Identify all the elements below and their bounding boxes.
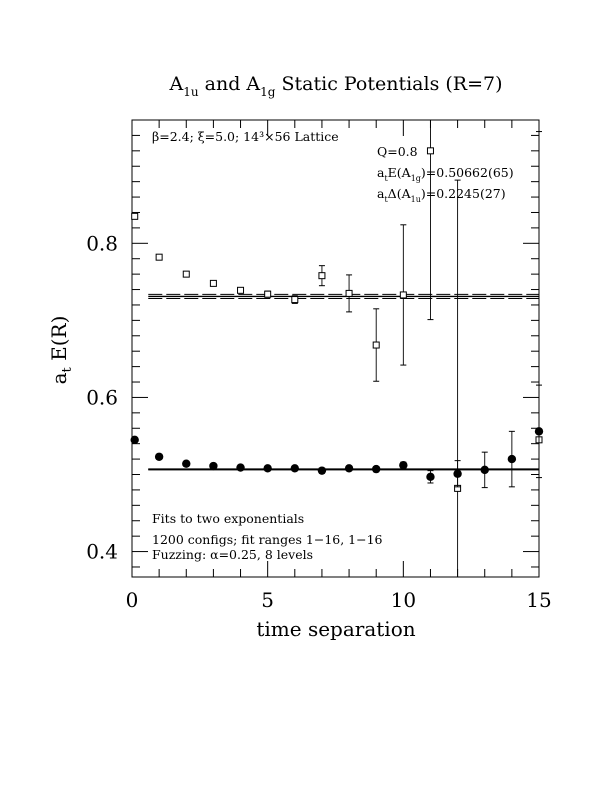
fuzzing-annotation: Fuzzing: α=0.25, 8 levels <box>152 547 313 562</box>
data-point <box>263 464 272 473</box>
configs-annotation: 1200 configs; fit ranges 1−16, 1−16 <box>152 532 383 547</box>
data-point <box>480 465 489 475</box>
y-tick-label: 0.4 <box>86 540 118 564</box>
series-a1g <box>130 384 544 489</box>
data-point <box>344 464 354 473</box>
data-point <box>399 461 408 470</box>
tick-labels: 0 5 10 15 0.4 0.6 0.8 <box>86 231 552 612</box>
data-point <box>237 286 245 294</box>
x-axis-label: time separation <box>256 617 415 641</box>
data-point <box>534 427 544 436</box>
data-point <box>318 272 326 280</box>
fits-annotation: Fits to two exponentials <box>152 511 304 526</box>
data-point <box>426 147 434 155</box>
data-point <box>290 464 299 473</box>
lattice-annotation: β=2.4; ξ=5.0; 14³×56 Lattice <box>152 129 339 144</box>
x-tick-label: 10 <box>391 588 416 612</box>
x-tick-label: 5 <box>261 588 274 612</box>
data-point <box>209 279 217 287</box>
data-point <box>372 464 381 474</box>
gap-annotation: atΔ(A1u)=0.2245(27) <box>377 186 506 204</box>
data-point <box>182 459 191 468</box>
data-point <box>426 472 435 482</box>
data-point <box>453 469 462 478</box>
axis-ticks <box>131 119 540 577</box>
x-tick-label: 0 <box>126 588 139 612</box>
data-point <box>507 454 517 464</box>
data-point <box>264 290 272 298</box>
y-tick-label: 0.8 <box>86 231 118 255</box>
data-point <box>317 466 327 475</box>
energy-annotation: atE(A1g)=0.50662(65) <box>377 165 514 183</box>
y-axis-label: at E(R) <box>47 316 75 385</box>
chart-title: A1u and A1g Static Potentials (R=7) <box>169 73 503 99</box>
fit-lines <box>148 293 539 471</box>
data-point <box>155 253 163 261</box>
data-point <box>399 291 407 299</box>
data-point <box>130 435 139 445</box>
q-annotation: Q=0.8 <box>377 144 418 159</box>
y-tick-label: 0.6 <box>86 385 118 409</box>
data-point <box>236 463 245 472</box>
data-point <box>372 341 380 349</box>
data-point <box>182 270 190 278</box>
data-point <box>291 296 299 304</box>
data-point <box>131 212 139 220</box>
data-point <box>345 289 353 297</box>
data-point <box>154 452 164 461</box>
data-point <box>209 461 218 471</box>
x-tick-label: 15 <box>526 588 551 612</box>
